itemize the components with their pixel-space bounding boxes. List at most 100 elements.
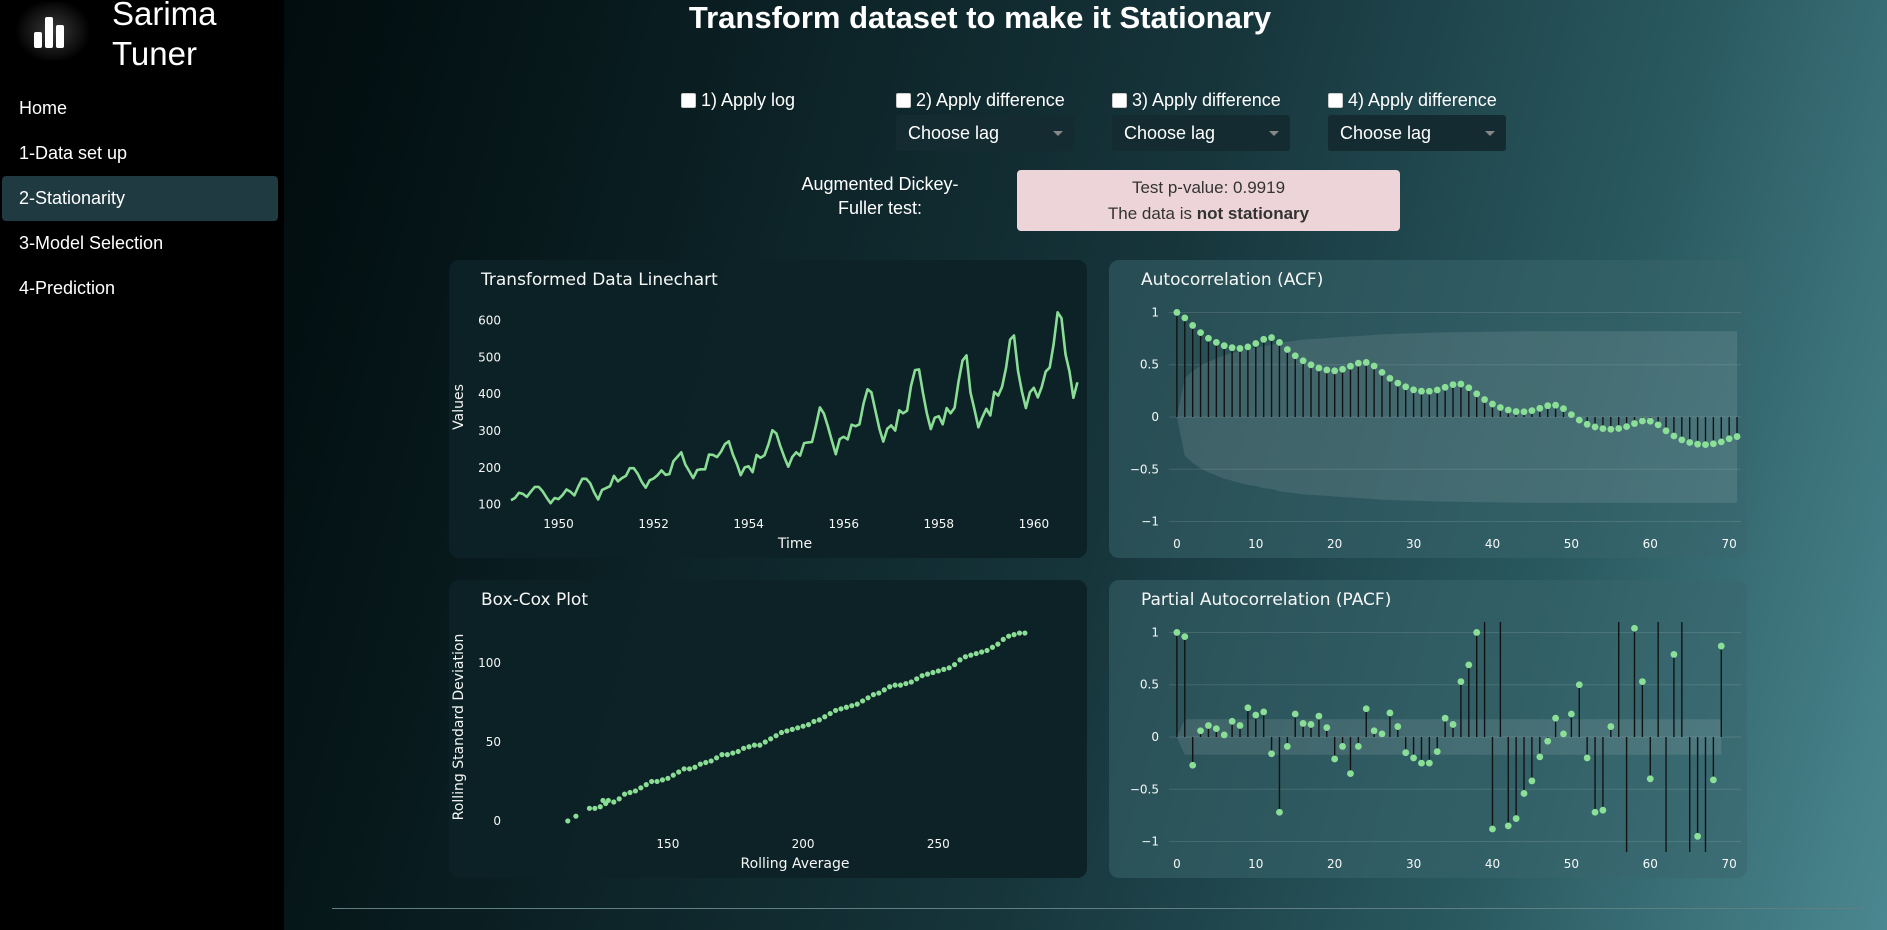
acf-point xyxy=(1678,436,1686,444)
box-cox-point xyxy=(887,684,893,690)
box-cox-point xyxy=(659,777,666,783)
x-tick-label: 50 xyxy=(1564,857,1579,871)
box-cox-point xyxy=(870,692,877,698)
box-cox-point xyxy=(565,818,571,824)
y-tick-label: 100 xyxy=(478,656,501,670)
apply-difference-2-checkbox[interactable]: 2) Apply difference xyxy=(896,90,1065,111)
acf-point xyxy=(1670,432,1678,440)
box-cox-point xyxy=(838,706,844,712)
acf-point xyxy=(1378,368,1386,376)
acf-point xyxy=(1425,387,1433,395)
apply-difference-4-checkbox[interactable]: 4) Apply difference xyxy=(1328,90,1497,111)
adf-pvalue: Test p-value: 0.9919 xyxy=(1131,178,1286,197)
box-cox-point xyxy=(654,778,660,785)
brand-line-2: Tuner xyxy=(112,35,197,72)
pacf-point xyxy=(1465,661,1473,669)
x-axis-label: Time xyxy=(777,536,812,552)
x-tick-label: 1956 xyxy=(828,517,859,531)
box-cox-point xyxy=(730,750,736,756)
pacf-point xyxy=(1567,710,1575,718)
acf-point xyxy=(1354,359,1362,367)
box-cox-point xyxy=(800,723,806,729)
sidebar-item-model-selection[interactable]: 3-Model Selection xyxy=(19,233,164,253)
box-cox-point xyxy=(773,733,779,739)
lag-select-3[interactable]: Choose lag xyxy=(1112,115,1290,151)
box-cox-point xyxy=(854,701,860,707)
pacf-point xyxy=(1536,753,1544,761)
checkbox-box[interactable] xyxy=(1328,93,1343,108)
brand-line-1: Sarima xyxy=(112,0,217,32)
box-cox-point xyxy=(816,717,822,723)
checkbox-box[interactable] xyxy=(1112,93,1127,108)
x-tick-label: 70 xyxy=(1722,857,1737,871)
y-tick-label: 1 xyxy=(1151,625,1159,639)
box-cox-point xyxy=(811,718,817,725)
y-tick-label: 50 xyxy=(486,735,501,749)
chevron-down-icon xyxy=(1485,131,1495,136)
box-cox-point xyxy=(979,649,985,655)
y-tick-label: 500 xyxy=(478,350,501,364)
sidebar-item-data-set-up[interactable]: 1-Data set up xyxy=(19,143,128,163)
x-tick-label: 40 xyxy=(1485,857,1500,871)
acf-point xyxy=(1623,423,1630,431)
pacf-point xyxy=(1607,723,1615,730)
box-cox-point xyxy=(795,725,801,731)
adf-result-bold: not stationary xyxy=(1196,204,1310,223)
acf-point xyxy=(1347,362,1354,370)
acf-point xyxy=(1283,346,1291,353)
acf-point xyxy=(1339,365,1346,373)
box-cox-point xyxy=(957,657,963,663)
acf-point xyxy=(1252,340,1260,347)
x-tick-label: 1952 xyxy=(638,517,669,531)
acf-point xyxy=(1465,384,1473,392)
box-cox-point xyxy=(822,714,828,720)
acf-point xyxy=(1717,438,1725,446)
y-tick-label: 100 xyxy=(478,498,501,512)
pacf-point xyxy=(1512,815,1520,822)
box-cox-point xyxy=(768,736,774,742)
apply-difference-3-label: 3) Apply difference xyxy=(1132,90,1281,110)
confidence-band xyxy=(1176,719,1722,755)
pacf-point xyxy=(1323,724,1331,731)
acf-point xyxy=(1212,338,1220,346)
apply-log-checkbox[interactable]: 1) Apply log xyxy=(681,90,795,111)
x-tick-label: 30 xyxy=(1406,537,1421,551)
sidebar: Sarima Tuner Home 1-Data set up 2-Statio… xyxy=(0,0,284,930)
app-brand: Sarima Tuner xyxy=(112,0,217,74)
acf-point xyxy=(1173,309,1181,316)
pacf-point xyxy=(1378,730,1386,738)
pacf-point xyxy=(1441,714,1449,722)
apply-difference-3-checkbox[interactable]: 3) Apply difference xyxy=(1112,90,1281,111)
checkbox-box[interactable] xyxy=(896,93,911,108)
acf-point xyxy=(1323,366,1331,374)
box-cox-point xyxy=(665,775,671,781)
box-cox-point xyxy=(724,752,730,758)
y-tick-label: 600 xyxy=(478,313,501,327)
acf-point xyxy=(1394,379,1402,387)
box-cox-point xyxy=(827,710,833,717)
pacf-point xyxy=(1552,714,1559,722)
pacf-point xyxy=(1228,717,1236,725)
pacf-point xyxy=(1299,720,1307,727)
x-tick-label: 60 xyxy=(1643,537,1658,551)
pacf-point xyxy=(1386,709,1394,717)
box-cox-point xyxy=(849,703,855,709)
box-cox-point xyxy=(778,729,785,736)
lag-select-2[interactable]: Choose lag xyxy=(896,115,1074,151)
chart-title: Transformed Data Linechart xyxy=(481,270,718,290)
lag-select-4-value: Choose lag xyxy=(1340,123,1432,143)
box-cox-point xyxy=(805,722,812,728)
checkbox-box[interactable] xyxy=(681,93,696,108)
sidebar-item-home[interactable]: Home xyxy=(19,98,68,118)
y-tick-label: −1 xyxy=(1141,835,1159,849)
box-cox-point xyxy=(789,726,795,732)
box-cox-point xyxy=(703,759,709,766)
box-cox-point xyxy=(946,665,952,671)
box-cox-point xyxy=(876,690,882,696)
x-tick-label: 30 xyxy=(1406,857,1421,871)
sidebar-item-prediction[interactable]: 4-Prediction xyxy=(19,278,116,298)
box-cox-point xyxy=(605,797,611,804)
lag-select-4[interactable]: Choose lag xyxy=(1328,115,1506,151)
pacf-point xyxy=(1252,711,1260,719)
sidebar-item-stationarity[interactable]: 2-Stationarity xyxy=(2,176,278,221)
